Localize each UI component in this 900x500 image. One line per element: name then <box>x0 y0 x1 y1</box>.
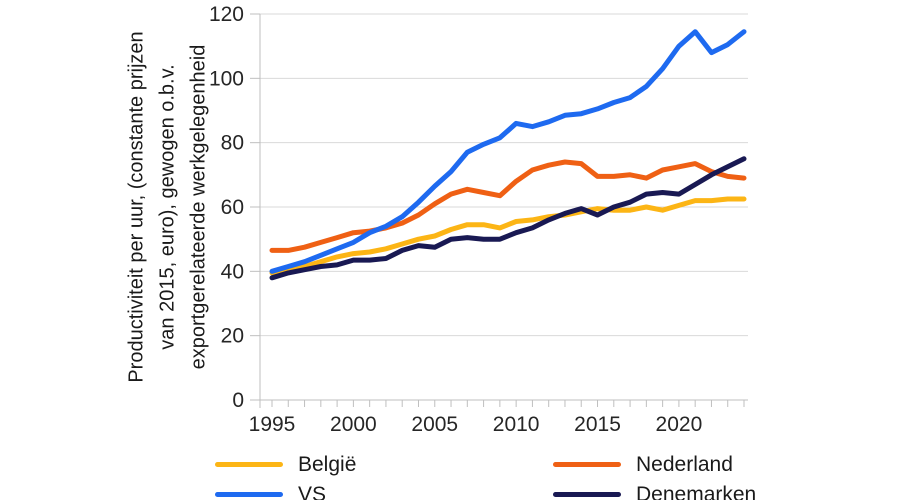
legend-label-nederland: Nederland <box>636 453 733 476</box>
y-axis-title-line2: van 2015, euro), gewogen o.b.v. <box>156 64 179 350</box>
svg-text:0: 0 <box>232 389 244 412</box>
legend-label-belgie: België <box>298 453 357 476</box>
y-axis-title: Productiviteit per uur, (constante prijz… <box>122 0 215 427</box>
svg-text:60: 60 <box>221 196 244 219</box>
legend-label-denemarken: Denemarken <box>636 483 757 500</box>
legend-label-vs: VS <box>298 483 327 500</box>
vs-line-swatch <box>215 492 283 497</box>
y-axis-title-line1: Productiviteit per uur, (constante prijz… <box>125 31 148 383</box>
legend-item-nederland: Nederland <box>553 451 775 478</box>
svg-text:2020: 2020 <box>656 413 703 436</box>
legend: België Nederland VS Denemarken <box>215 451 775 500</box>
svg-text:100: 100 <box>209 67 244 90</box>
line-chart: 0 20 40 60 80 100 120 1995 2000 2005 2010 2015 2020 <box>209 3 748 436</box>
svg-text:80: 80 <box>221 132 244 155</box>
svg-text:40: 40 <box>221 260 244 283</box>
svg-text:1995: 1995 <box>249 413 296 436</box>
nederland-line-swatch <box>553 462 621 467</box>
svg-text:20: 20 <box>221 325 244 348</box>
belgie-line-swatch <box>215 462 283 467</box>
svg-text:120: 120 <box>209 3 244 26</box>
svg-text:2015: 2015 <box>574 413 621 436</box>
y-axis-title-line3: exportgerelateerde werkgelegenheid <box>187 44 210 370</box>
legend-item-vs: VS <box>215 481 553 500</box>
denemarken-line-swatch <box>553 492 621 497</box>
svg-text:2000: 2000 <box>330 413 377 436</box>
svg-text:2005: 2005 <box>411 413 458 436</box>
svg-text:2010: 2010 <box>493 413 540 436</box>
legend-item-denemarken: Denemarken <box>553 481 775 500</box>
legend-item-belgie: België <box>215 451 553 478</box>
